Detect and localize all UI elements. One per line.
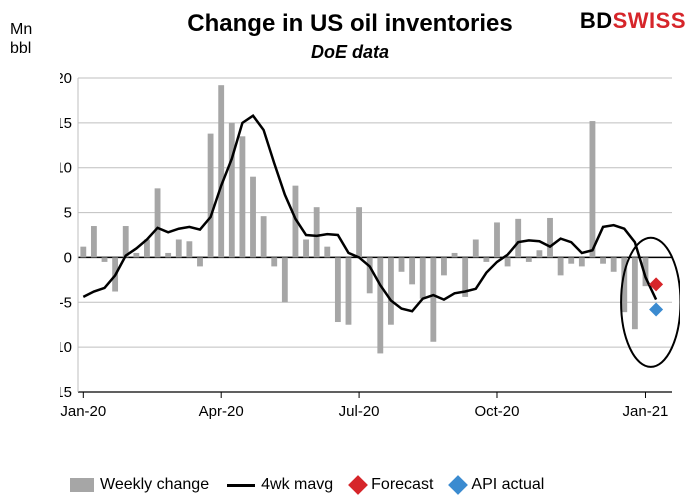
chart-subtitle: DoE data (0, 42, 700, 63)
legend-swatch-line (227, 484, 255, 487)
svg-text:5: 5 (64, 205, 72, 222)
legend-item: Weekly change (70, 476, 209, 494)
svg-text:-15: -15 (60, 384, 72, 401)
svg-text:0: 0 (64, 249, 72, 266)
svg-text:Jan-21: Jan-21 (623, 403, 669, 420)
chart-legend: Weekly change 4wk mavg Forecast API actual (70, 476, 680, 494)
svg-text:Jul-20: Jul-20 (339, 403, 380, 420)
legend-label: Weekly change (100, 476, 209, 494)
svg-text:10: 10 (60, 160, 72, 177)
svg-text:Jan-20: Jan-20 (60, 403, 106, 420)
legend-item: API actual (451, 476, 544, 494)
legend-swatch-box (70, 478, 94, 492)
logo-swiss: SWISS (613, 8, 686, 33)
svg-text:-10: -10 (60, 339, 72, 356)
legend-item: 4wk mavg (227, 476, 333, 494)
svg-text:-5: -5 (60, 294, 72, 311)
logo-bd: BD (580, 8, 613, 33)
chart-container: Mn bbl Change in US oil inventories DoE … (0, 0, 700, 500)
legend-item: Forecast (351, 476, 433, 494)
brand-logo: BDSWISS (580, 8, 686, 34)
svg-text:Oct-20: Oct-20 (474, 403, 519, 420)
svg-text:20: 20 (60, 70, 72, 87)
legend-swatch-diamond (448, 475, 468, 495)
legend-swatch-diamond (348, 475, 368, 495)
legend-label: Forecast (371, 476, 433, 494)
legend-label: API actual (471, 476, 544, 494)
svg-text:15: 15 (60, 115, 72, 132)
svg-text:Apr-20: Apr-20 (199, 403, 244, 420)
chart-plot: -15 -10 -5 0 5 10 15 20 Jan-20 Apr-20 Jul-20 Oct-20… (60, 70, 680, 440)
legend-label: 4wk mavg (261, 476, 333, 494)
